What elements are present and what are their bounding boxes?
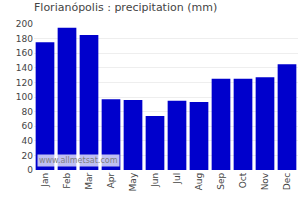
svg-text:www.allmetsat.com: www.allmetsat.com: [39, 156, 118, 165]
svg-text:Feb: Feb: [62, 173, 72, 189]
svg-text:120: 120: [16, 78, 33, 88]
svg-text:100: 100: [16, 92, 33, 102]
svg-text:Oct: Oct: [238, 172, 248, 188]
svg-text:80: 80: [22, 107, 34, 117]
svg-text:Aug: Aug: [194, 173, 204, 191]
svg-text:60: 60: [22, 121, 34, 131]
svg-text:Jul: Jul: [172, 173, 182, 185]
svg-text:Florianópolis : precipitation: Florianópolis : precipitation (mm): [34, 1, 217, 14]
svg-text:Mar: Mar: [84, 173, 94, 190]
svg-text:200: 200: [16, 19, 33, 29]
svg-text:Dec: Dec: [282, 173, 292, 190]
svg-text:Jun: Jun: [150, 173, 160, 188]
svg-text:20: 20: [22, 151, 34, 161]
svg-text:Sep: Sep: [216, 173, 226, 190]
svg-text:180: 180: [16, 34, 33, 44]
svg-text:Apr: Apr: [106, 173, 116, 189]
svg-text:140: 140: [16, 63, 33, 73]
svg-text:Nov: Nov: [260, 172, 270, 190]
svg-text:Jan: Jan: [40, 173, 50, 188]
svg-text:May: May: [128, 172, 138, 191]
svg-text:40: 40: [22, 136, 34, 146]
svg-text:160: 160: [16, 48, 33, 58]
svg-text:0: 0: [27, 165, 33, 175]
